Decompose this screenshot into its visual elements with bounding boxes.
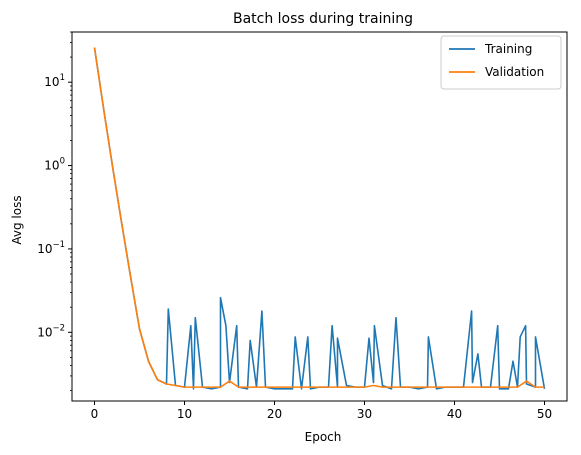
y-tick-label: 101: [44, 73, 65, 89]
x-axis-ticks: 0 10 20 30 40 50: [91, 401, 552, 421]
x-tick-label: 0: [91, 407, 99, 421]
y-tick-label: 10−1: [37, 240, 65, 256]
series-line-training: [93, 47, 546, 390]
legend: Training Validation: [440, 35, 562, 90]
y-tick-label: 10−2: [37, 323, 65, 339]
x-axis-label: Epoch: [305, 430, 342, 444]
y-tick-label: 100: [44, 157, 65, 173]
plot-area: [71, 31, 568, 402]
axes-frame: [71, 31, 568, 402]
chart-title: Batch loss during training: [233, 11, 413, 27]
y-axis-label: Avg loss: [10, 195, 24, 244]
x-tick-label: 40: [447, 407, 462, 421]
legend-label-validation: Validation: [485, 65, 544, 79]
legend-label-training: Training: [484, 42, 532, 56]
x-tick-label: 30: [357, 407, 372, 421]
y-axis-minor-ticks: [70, 31, 72, 391]
x-tick-label: 50: [537, 407, 552, 421]
series-line-validation: [93, 47, 545, 388]
x-tick-label: 10: [177, 407, 192, 421]
y-axis-ticks: 10−2 10−1 100 101: [37, 73, 72, 339]
series-layer: [93, 47, 546, 390]
x-tick-label: 20: [267, 407, 282, 421]
